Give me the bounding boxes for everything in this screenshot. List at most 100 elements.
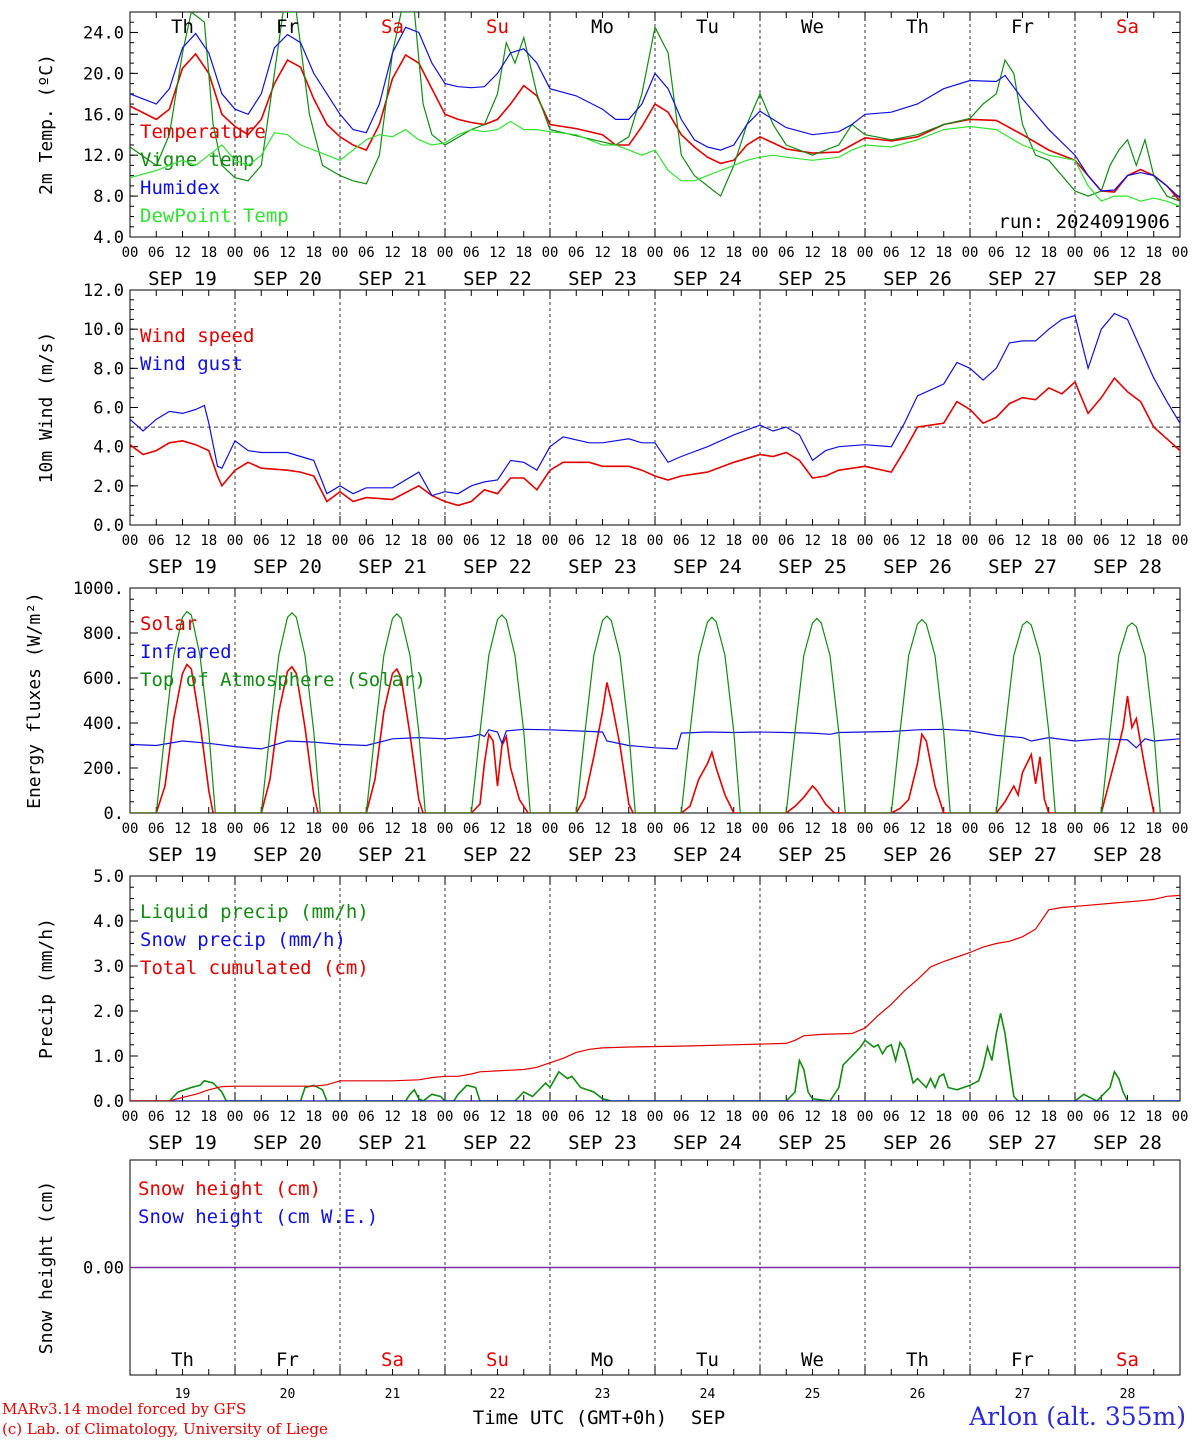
hour-tick-label: 18 [305,821,322,837]
hour-tick-label: 18 [830,821,847,837]
hour-tick-label: 00 [542,1109,559,1125]
hour-tick-label: 00 [1172,245,1189,261]
panel-5: 0.00 Snow height (cm) Snow height (cm) Snow… [36,1159,1181,1429]
date-label: SEP 28 [1093,844,1162,866]
weekday-label: Fr [1011,1349,1034,1371]
hour-tick-label: 00 [227,533,244,549]
hour-tick-label: 06 [883,821,900,837]
hour-tick-label: 00 [332,533,349,549]
date-label: SEP 19 [148,1132,217,1154]
hour-tick-label: 12 [594,533,611,549]
day-number-label: 25 [805,1387,821,1402]
hour-tick-label: 12 [699,1109,716,1125]
weekday-label: Sa [1116,16,1139,38]
hour-tick-label: 06 [673,245,690,261]
series-line-wind-gust [130,312,1180,497]
weekday-label: Sa [381,16,404,38]
y-tick-label: 12.0 [83,146,124,166]
hour-tick-label: 06 [988,245,1005,261]
hour-tick-label: 12 [1014,533,1031,549]
hour-tick-label: 00 [122,533,139,549]
series-line-humidex [130,26,1180,199]
hour-tick-label: 18 [200,245,217,261]
legend-entry: Snow height (cm) [138,1178,321,1200]
weekday-label: Su [486,16,509,38]
date-label: SEP 25 [778,1132,847,1154]
hour-tick-label: 12 [174,245,191,261]
hour-tick-label: 06 [883,1109,900,1125]
hour-tick-label: 06 [358,245,375,261]
hour-tick-label: 06 [568,821,585,837]
hour-tick-label: 18 [515,533,532,549]
hour-tick-label: 18 [305,1109,322,1125]
weekday-label: Th [171,16,194,38]
hour-tick-label: 12 [804,533,821,549]
month-label: SEP [691,1407,725,1429]
hour-tick-label: 06 [148,245,165,261]
hour-tick-label: 12 [1014,1109,1031,1125]
weekday-label: Sa [1116,1349,1139,1371]
hour-tick-label: 12 [489,533,506,549]
date-label: SEP 24 [673,556,742,578]
y-tick-label: 10.0 [83,320,124,340]
legend-entry: Infrared [140,641,232,663]
hour-tick-label: 18 [620,245,637,261]
hour-tick-label: 00 [542,821,559,837]
hour-tick-label: 06 [988,533,1005,549]
hour-tick-label: 12 [1119,245,1136,261]
y-tick-label: 0. [104,804,124,824]
date-label: SEP 26 [883,556,952,578]
hour-tick-label: 12 [909,245,926,261]
legend-entry: Wind speed [140,325,254,347]
hour-tick-label: 18 [935,1109,952,1125]
hour-tick-label: 18 [830,245,847,261]
date-label: SEP 24 [673,1132,742,1154]
y-tick-label: 800. [83,624,124,644]
weekday-label: We [801,1349,824,1371]
hour-tick-label: 18 [830,1109,847,1125]
hour-tick-label: 12 [174,533,191,549]
legend-entry: Snow height (cm W.E.) [138,1206,378,1228]
day-number-label: 26 [910,1387,926,1402]
hour-tick-label: 00 [227,245,244,261]
hour-tick-label: 00 [542,245,559,261]
hour-tick-label: 06 [883,533,900,549]
y-tick-label: 8.0 [93,187,124,207]
weekday-label: Fr [1011,16,1034,38]
hour-tick-label: 12 [489,821,506,837]
model-credit: MARv3.14 model forced by GFS [2,1400,247,1418]
date-label: SEP 25 [778,556,847,578]
hour-tick-label: 12 [384,821,401,837]
date-label: SEP 25 [778,268,847,290]
hour-tick-label: 12 [384,533,401,549]
hour-tick-label: 18 [620,533,637,549]
y-tick-label: 6.0 [93,399,124,419]
hour-tick-label: 12 [909,1109,926,1125]
hour-tick-label: 00 [227,821,244,837]
y-axis-label: Energy fluxes (W/m²) [24,592,45,809]
y-tick-label: 2.0 [93,477,124,497]
date-label: SEP 21 [358,556,427,578]
hour-tick-label: 12 [174,1109,191,1125]
hour-tick-label: 12 [384,1109,401,1125]
weekday-label: We [801,16,824,38]
hour-tick-label: 00 [437,1109,454,1125]
hour-tick-label: 18 [1040,821,1057,837]
date-label: SEP 21 [358,268,427,290]
date-label: SEP 21 [358,1132,427,1154]
date-label: SEP 26 [883,268,952,290]
legend-entry: Total cumulated (cm) [140,957,369,979]
date-label: SEP 19 [148,556,217,578]
hour-tick-label: 00 [1172,821,1189,837]
y-tick-label: 20.0 [83,64,124,84]
hour-tick-label: 00 [1172,533,1189,549]
day-number-label: 19 [175,1387,191,1402]
hour-tick-label: 12 [804,821,821,837]
date-label: SEP 20 [253,268,322,290]
hour-tick-label: 00 [647,245,664,261]
y-tick-label: 0.0 [93,516,124,536]
date-label: SEP 24 [673,268,742,290]
series-line-vigne-temp [130,12,1180,202]
hour-tick-label: 18 [1040,533,1057,549]
hour-tick-label: 12 [279,533,296,549]
